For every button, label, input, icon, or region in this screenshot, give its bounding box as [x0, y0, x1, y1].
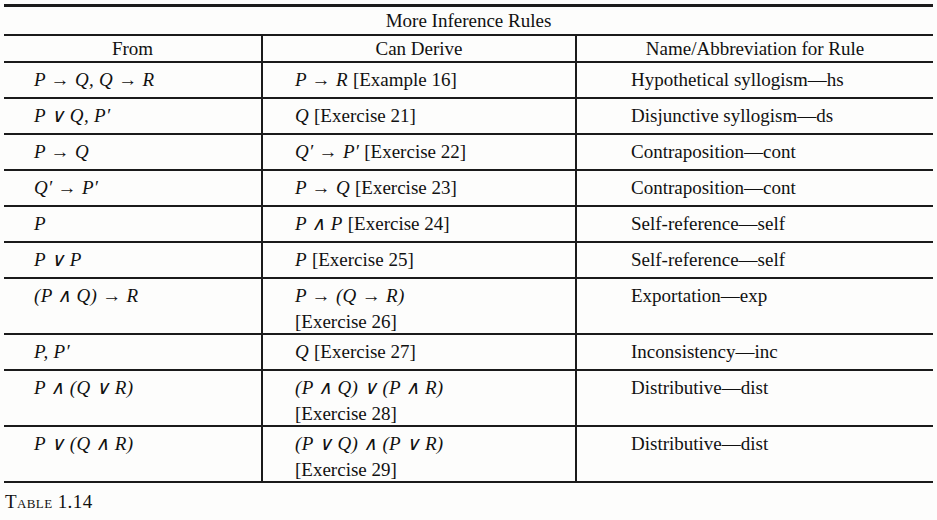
derive-cell: Q[Exercise 21] — [261, 99, 575, 133]
derive-cell: P → R[Example 16] — [261, 63, 575, 97]
derive-formula: P → (Q → R) — [295, 285, 405, 306]
rule-name-cell: Contraposition—cont — [575, 171, 933, 205]
scanned-textbook-page: More Inference Rules From Can Derive Nam… — [0, 0, 937, 520]
derive-reference: [Exercise 22] — [364, 141, 466, 162]
table-row: P → Q Q′ → P′[Exercise 22] Contrapositio… — [4, 135, 933, 171]
from-formula: Q′ → P′ — [34, 177, 98, 198]
table-row: P ∨ Q, P′ Q[Exercise 21] Disjunctive syl… — [4, 99, 933, 135]
rule-name-cell: Hypothetical syllogism—hs — [575, 63, 933, 97]
column-header-can-derive: Can Derive — [261, 36, 575, 61]
rule-name-cell: Inconsistency—inc — [575, 335, 933, 369]
derive-formula: P — [295, 249, 307, 270]
derive-reference: [Exercise 23] — [355, 177, 457, 198]
derive-formula: P → R — [295, 69, 348, 90]
from-formula: P — [34, 213, 46, 234]
derive-cell: P → Q[Exercise 23] — [261, 171, 575, 205]
from-cell: P → Q, Q → R — [4, 63, 261, 97]
rule-name-cell: Distributive—dist — [575, 427, 933, 481]
from-formula: P → Q — [34, 141, 89, 162]
from-cell: P ∨ (Q ∧ R) — [4, 427, 261, 481]
derive-reference: [Exercise 29] — [295, 457, 575, 483]
table-row: P ∨ (Q ∧ R) (P ∨ Q) ∧ (P ∨ R) [Exercise 2… — [4, 427, 933, 483]
derive-reference: [Exercise 25] — [312, 249, 414, 270]
rule-name-cell: Distributive—dist — [575, 371, 933, 425]
from-formula: P → Q, Q → R — [34, 69, 154, 90]
from-cell: P ∨ Q, P′ — [4, 99, 261, 133]
from-cell: (P ∧ Q) → R — [4, 279, 261, 333]
derive-cell: Q[Exercise 27] — [261, 335, 575, 369]
column-header-rule-name: Name/Abbreviation for Rule — [575, 36, 933, 61]
rule-name-cell: Self-reference—self — [575, 207, 933, 241]
table-row: Q′ → P′ P → Q[Exercise 23] Contrapositio… — [4, 171, 933, 207]
from-formula: P ∨ P — [34, 249, 82, 270]
derive-formula: Q — [295, 105, 309, 126]
derive-reference: [Exercise 28] — [295, 401, 575, 427]
table-row: P ∨ P P[Exercise 25] Self-reference—self — [4, 243, 933, 279]
from-cell: P → Q — [4, 135, 261, 169]
table-row: P → Q, Q → R P → R[Example 16] Hypotheti… — [4, 63, 933, 99]
derive-cell: P[Exercise 25] — [261, 243, 575, 277]
from-formula: P ∨ (Q ∧ R) — [34, 433, 133, 454]
column-header-from: From — [4, 36, 261, 61]
table-title: More Inference Rules — [4, 7, 933, 36]
rule-name-cell: Exportation—exp — [575, 279, 933, 333]
from-formula: P ∧ (Q ∨ R) — [34, 377, 133, 398]
table-header-row: From Can Derive Name/Abbreviation for Ru… — [4, 36, 933, 63]
derive-reference: [Exercise 26] — [295, 309, 575, 335]
inference-rules-table: More Inference Rules From Can Derive Nam… — [4, 4, 933, 483]
from-cell: P ∨ P — [4, 243, 261, 277]
derive-reference: [Exercise 24] — [348, 213, 450, 234]
derive-reference: [Exercise 27] — [314, 341, 416, 362]
table-caption: Table 1.14 — [5, 491, 93, 513]
rule-name-cell: Disjunctive syllogism—ds — [575, 99, 933, 133]
table-row: P ∧ (Q ∨ R) (P ∧ Q) ∨ (P ∧ R) [Exercise 2… — [4, 371, 933, 427]
derive-formula: P ∧ P — [295, 213, 343, 234]
derive-formula: Q — [295, 341, 309, 362]
table-row: (P ∧ Q) → R P → (Q → R) [Exercise 26] Exp… — [4, 279, 933, 335]
derive-formula: (P ∨ Q) ∧ (P ∨ R) — [295, 433, 443, 454]
derive-cell: (P ∧ Q) ∨ (P ∧ R) [Exercise 28] — [261, 371, 575, 425]
derive-formula: Q′ → P′ — [295, 141, 359, 162]
derive-cell: P → (Q → R) [Exercise 26] — [261, 279, 575, 333]
table-row: P, P′ Q[Exercise 27] Inconsistency—inc — [4, 335, 933, 371]
derive-formula: (P ∧ Q) ∨ (P ∧ R) — [295, 377, 443, 398]
derive-formula: P → Q — [295, 177, 350, 198]
derive-reference: [Example 16] — [353, 69, 457, 90]
from-cell: Q′ → P′ — [4, 171, 261, 205]
from-cell: P, P′ — [4, 335, 261, 369]
derive-cell: (P ∨ Q) ∧ (P ∨ R) [Exercise 29] — [261, 427, 575, 481]
rule-name-cell: Contraposition—cont — [575, 135, 933, 169]
from-cell: P ∧ (Q ∨ R) — [4, 371, 261, 425]
from-formula: P ∨ Q, P′ — [34, 105, 110, 126]
derive-reference: [Exercise 21] — [314, 105, 416, 126]
table-row: P P ∧ P[Exercise 24] Self-reference—self — [4, 207, 933, 243]
derive-cell: Q′ → P′[Exercise 22] — [261, 135, 575, 169]
from-formula: P, P′ — [34, 341, 70, 362]
rule-name-cell: Self-reference—self — [575, 243, 933, 277]
derive-cell: P ∧ P[Exercise 24] — [261, 207, 575, 241]
from-formula: (P ∧ Q) → R — [34, 285, 138, 306]
from-cell: P — [4, 207, 261, 241]
